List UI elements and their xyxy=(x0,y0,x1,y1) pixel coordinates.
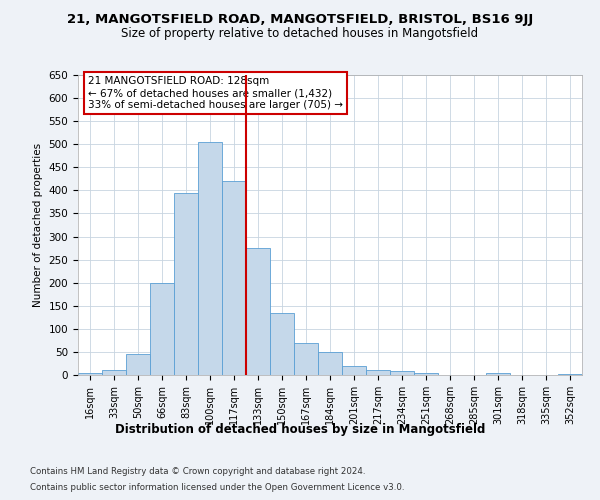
Text: 21 MANGOTSFIELD ROAD: 128sqm
← 67% of detached houses are smaller (1,432)
33% of: 21 MANGOTSFIELD ROAD: 128sqm ← 67% of de… xyxy=(88,76,343,110)
Bar xyxy=(342,366,366,375)
Bar xyxy=(78,372,102,375)
Text: Contains HM Land Registry data © Crown copyright and database right 2024.: Contains HM Land Registry data © Crown c… xyxy=(30,468,365,476)
Y-axis label: Number of detached properties: Number of detached properties xyxy=(33,143,43,307)
Bar xyxy=(294,342,318,375)
Bar xyxy=(558,374,582,375)
Bar xyxy=(102,370,126,375)
Text: 21, MANGOTSFIELD ROAD, MANGOTSFIELD, BRISTOL, BS16 9JJ: 21, MANGOTSFIELD ROAD, MANGOTSFIELD, BRI… xyxy=(67,12,533,26)
Bar xyxy=(414,372,438,375)
Text: Contains public sector information licensed under the Open Government Licence v3: Contains public sector information licen… xyxy=(30,482,404,492)
Bar xyxy=(150,282,174,375)
Bar xyxy=(222,181,246,375)
Bar xyxy=(390,372,414,375)
Bar xyxy=(318,352,342,375)
Bar xyxy=(270,312,294,375)
Bar xyxy=(198,142,222,375)
Bar xyxy=(126,354,150,375)
Bar xyxy=(366,370,390,375)
Text: Size of property relative to detached houses in Mangotsfield: Size of property relative to detached ho… xyxy=(121,28,479,40)
Bar xyxy=(174,192,198,375)
Bar xyxy=(486,372,510,375)
Text: Distribution of detached houses by size in Mangotsfield: Distribution of detached houses by size … xyxy=(115,422,485,436)
Bar xyxy=(246,248,270,375)
